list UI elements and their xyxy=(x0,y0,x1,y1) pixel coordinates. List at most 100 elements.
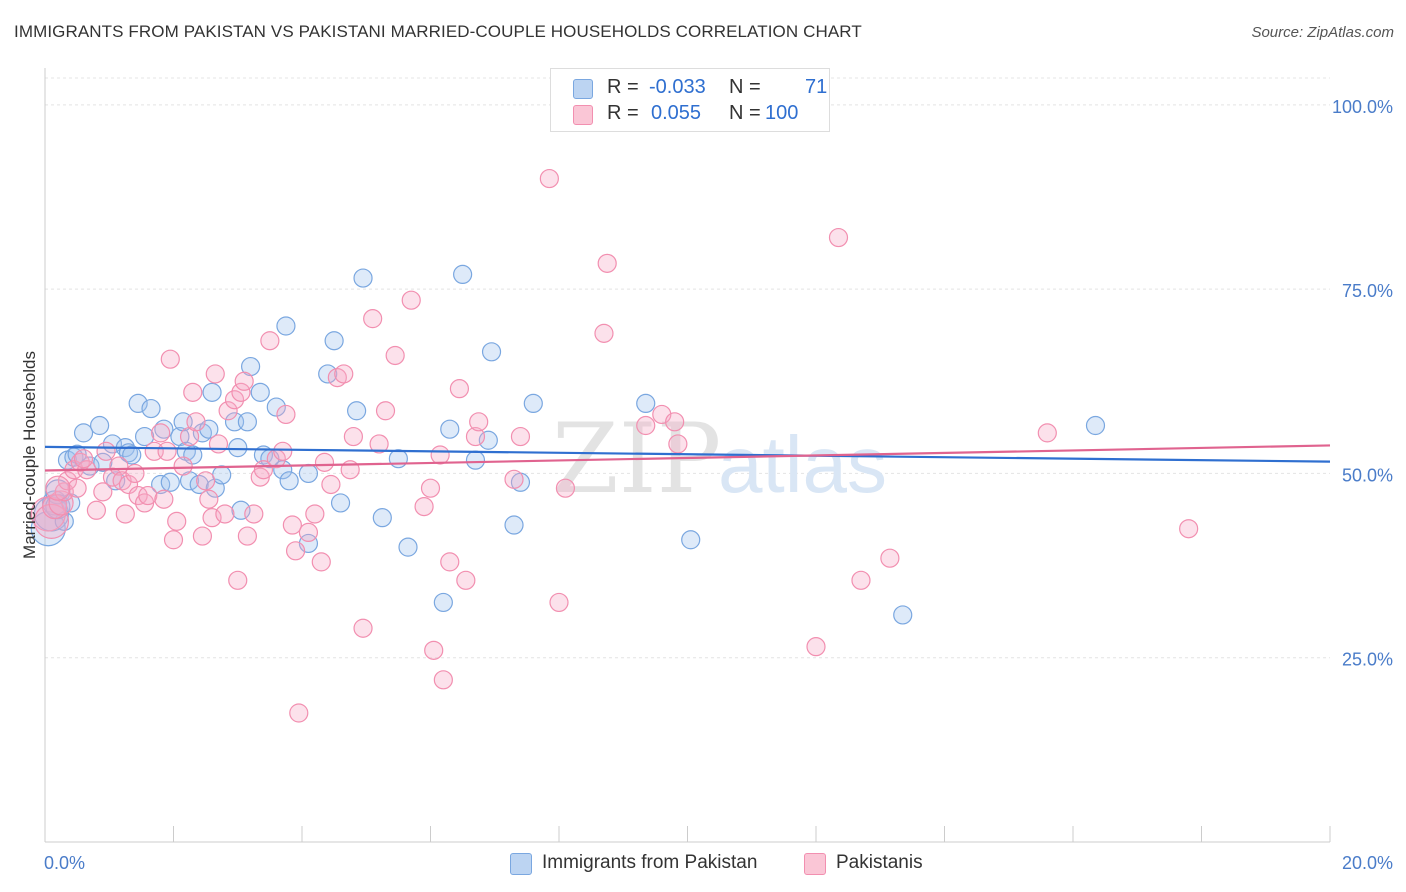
immigrants-point xyxy=(93,452,113,472)
pakistanis-point xyxy=(343,426,363,447)
y-tick-label: 50.0% xyxy=(1342,465,1393,485)
pakistanis-point xyxy=(555,478,576,498)
immigrants-point xyxy=(176,441,196,461)
pakistanis-point xyxy=(549,592,569,613)
x-tick-label: 20.0% xyxy=(1342,853,1393,873)
pakistanis-point xyxy=(539,168,559,189)
immigrants-point xyxy=(330,493,351,513)
series-swatch-pakistanis xyxy=(804,853,826,875)
pakistanis-point xyxy=(285,541,306,561)
immigrants-point xyxy=(372,508,392,528)
immigrants-point xyxy=(298,463,319,484)
pakistanis-point xyxy=(199,489,219,509)
y-axis-label: Married-couple Households xyxy=(20,351,39,559)
watermark-atlas: atlas xyxy=(718,420,887,509)
immigrants-point xyxy=(347,401,367,421)
trend-lines xyxy=(44,444,1331,472)
pakistanis-point xyxy=(205,364,225,384)
pakistanis-point xyxy=(456,570,476,590)
pakistanis-point xyxy=(449,379,470,399)
pakistanis-point xyxy=(86,500,107,520)
pakistanis-point xyxy=(806,637,826,657)
pakistanis-point xyxy=(125,463,145,484)
legend-n-label: N = xyxy=(729,102,761,124)
immigrants-point xyxy=(353,268,373,288)
immigrants-point xyxy=(192,423,213,443)
pakistanis-point xyxy=(298,522,319,543)
series-swatch-immigrants xyxy=(510,853,532,875)
legend-r-label: R = xyxy=(607,76,639,98)
axes xyxy=(44,68,1330,843)
legend-r-label: R = xyxy=(607,102,639,124)
pakistanis-point xyxy=(208,434,229,454)
pakistanis-point xyxy=(224,390,245,410)
pakistanis-point xyxy=(138,485,158,506)
pakistanis-point xyxy=(327,368,347,388)
y-tick-label: 100.0% xyxy=(1332,97,1393,117)
pakistanis-point xyxy=(128,485,148,506)
immigrants-point xyxy=(440,419,460,439)
immigrants-point xyxy=(324,331,344,351)
pakistanis-point xyxy=(234,371,254,391)
immigrants-point xyxy=(250,382,270,402)
pakistanis-point xyxy=(196,471,216,491)
pakistanis-point xyxy=(151,423,171,443)
pakistanis-point xyxy=(273,441,293,461)
pakistanis-point xyxy=(851,570,871,590)
pakistanis-point xyxy=(1037,423,1057,443)
pakistanis-point xyxy=(334,364,354,384)
immigrants-point xyxy=(160,472,180,492)
series-label-pakistanis: Pakistanis xyxy=(836,852,923,873)
immigrants-point xyxy=(212,465,232,485)
pakistanis-point xyxy=(401,290,421,310)
pakistanis-point xyxy=(109,456,129,476)
pakistanis-point xyxy=(192,526,213,546)
pakistanis-point xyxy=(228,570,248,590)
pakistanis-point xyxy=(157,441,177,461)
pakistanis-point xyxy=(202,508,222,528)
immigrants-point xyxy=(398,537,418,557)
pakistanis-point xyxy=(173,456,193,476)
pakistanis-point xyxy=(154,489,174,509)
pakistanis-point xyxy=(215,504,235,524)
pakistanis-point xyxy=(33,503,70,539)
tick-labels: 25.0% 50.0% 75.0% 100.0% 0.0% 20.0% xyxy=(44,97,1393,873)
legend-n-value: 100 xyxy=(765,102,799,124)
pakistanis-point xyxy=(504,469,524,489)
immigrants-point xyxy=(122,445,142,465)
pakistanis-point xyxy=(260,331,280,351)
pakistanis-point xyxy=(430,445,450,465)
pakistanis-trend-line xyxy=(44,444,1331,472)
immigrants-point xyxy=(73,423,94,443)
pakistanis-point xyxy=(93,482,113,502)
immigrants-point xyxy=(433,592,453,613)
immigrants-point xyxy=(388,449,408,469)
immigrants-point xyxy=(681,530,701,550)
pakistanis-point xyxy=(636,415,656,436)
pakistanis-point xyxy=(440,552,460,572)
immigrants-point xyxy=(478,430,498,450)
pakistanis-point xyxy=(183,382,203,402)
legend-r-value: 0.055 xyxy=(651,102,702,124)
y-tick-label: 75.0% xyxy=(1342,281,1393,301)
pakistanis-point xyxy=(424,640,444,660)
pakistanis-point xyxy=(160,349,180,369)
pakistanis-point xyxy=(115,504,135,524)
source-credit: Source: ZipAtlas.com xyxy=(1251,24,1394,41)
stats-legend: R = -0.033 N = 71 R = 0.055 N = 100 xyxy=(550,68,830,132)
legend-swatch-immigrants xyxy=(573,79,593,99)
pakistanis-point xyxy=(469,412,489,432)
legend-r-value: -0.033 xyxy=(649,76,706,98)
immigrants-point xyxy=(465,450,486,470)
immigrants-point xyxy=(481,342,502,362)
pakistanis-point xyxy=(668,434,688,454)
pakistanis-point xyxy=(218,401,238,421)
pakistanis-point xyxy=(414,497,434,517)
pakistanis-point xyxy=(282,515,302,535)
x-tick-label: 0.0% xyxy=(44,853,85,873)
data-points xyxy=(30,168,1199,723)
pakistanis-point xyxy=(167,511,187,531)
immigrants-point xyxy=(636,393,656,413)
immigrants-point xyxy=(202,382,222,402)
